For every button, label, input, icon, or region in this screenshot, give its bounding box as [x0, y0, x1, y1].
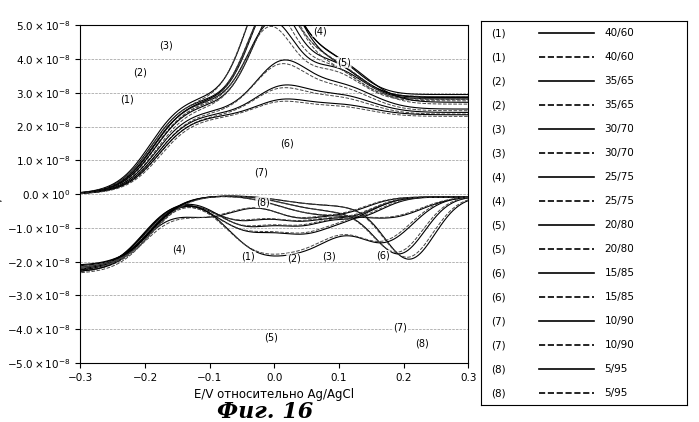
- Text: 10/90: 10/90: [605, 340, 635, 350]
- Text: 20/80: 20/80: [605, 220, 635, 230]
- Text: (6): (6): [491, 268, 506, 278]
- Text: (1): (1): [491, 28, 506, 38]
- Text: 40/60: 40/60: [605, 28, 635, 38]
- Text: 40/60: 40/60: [605, 52, 635, 62]
- Text: 15/85: 15/85: [605, 268, 635, 278]
- Text: (6): (6): [376, 251, 390, 260]
- Text: (8): (8): [256, 197, 270, 208]
- Text: (8): (8): [491, 388, 506, 398]
- Text: (5): (5): [264, 333, 278, 343]
- Text: 15/85: 15/85: [605, 292, 635, 302]
- Text: (6): (6): [280, 138, 294, 149]
- Text: (1): (1): [242, 252, 255, 262]
- Text: (4): (4): [491, 196, 506, 206]
- Text: (4): (4): [491, 172, 506, 182]
- Text: (3): (3): [159, 41, 173, 51]
- Text: 35/65: 35/65: [605, 100, 635, 110]
- Text: (3): (3): [491, 124, 506, 134]
- Text: (3): (3): [491, 148, 506, 158]
- Text: (8): (8): [491, 364, 506, 374]
- Text: 30/70: 30/70: [605, 124, 635, 134]
- Text: Фиг. 16: Фиг. 16: [217, 401, 314, 422]
- X-axis label: E/V относительно Ag/AgCl: E/V относительно Ag/AgCl: [194, 388, 354, 401]
- Text: (7): (7): [254, 167, 268, 177]
- Text: (2): (2): [133, 68, 147, 78]
- Text: (7): (7): [491, 340, 506, 350]
- Text: 25/75: 25/75: [605, 196, 635, 206]
- Text: 20/80: 20/80: [605, 244, 635, 254]
- Text: (8): (8): [415, 338, 428, 348]
- Text: (7): (7): [491, 316, 506, 326]
- Text: (7): (7): [394, 322, 408, 333]
- Text: (5): (5): [491, 220, 506, 230]
- Text: 35/65: 35/65: [605, 76, 635, 86]
- Text: (4): (4): [172, 245, 185, 255]
- Text: 5/95: 5/95: [605, 388, 628, 398]
- Text: (2): (2): [287, 254, 301, 264]
- Text: (6): (6): [491, 292, 506, 302]
- Y-axis label: I/A: I/A: [0, 185, 1, 203]
- Text: (1): (1): [120, 95, 134, 105]
- Text: 30/70: 30/70: [605, 148, 635, 158]
- Text: (4): (4): [312, 27, 326, 36]
- Text: 25/75: 25/75: [605, 172, 635, 182]
- Text: 5/95: 5/95: [605, 364, 628, 374]
- Text: (5): (5): [491, 244, 506, 254]
- Text: 10/90: 10/90: [605, 316, 635, 326]
- Text: (2): (2): [491, 100, 506, 110]
- Text: (2): (2): [491, 76, 506, 86]
- Text: (3): (3): [322, 252, 336, 262]
- Text: (5): (5): [337, 57, 351, 68]
- Text: (1): (1): [491, 52, 506, 62]
